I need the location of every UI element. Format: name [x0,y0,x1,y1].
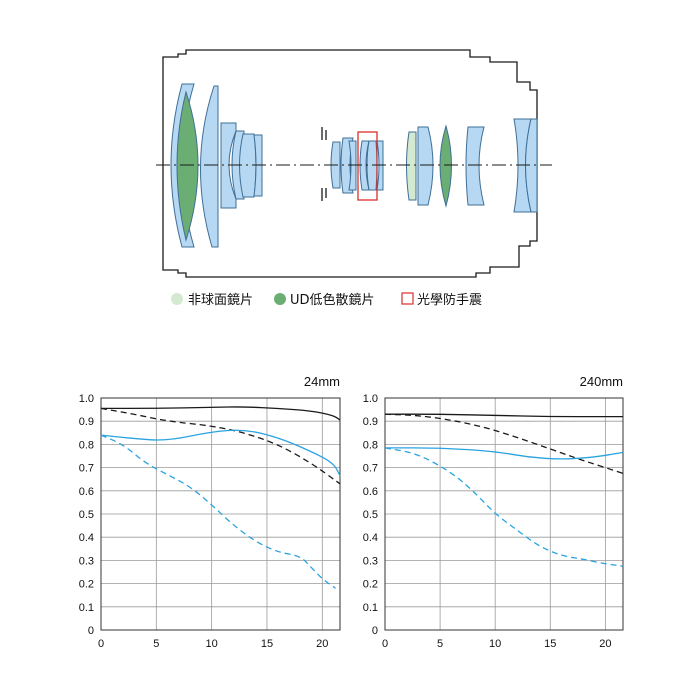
x-tick-label: 5 [437,638,443,650]
x-tick-label: 15 [261,638,273,650]
lens-barrel [162,49,538,278]
y-tick-label: 0 [372,625,378,637]
y-tick-label: 0.2 [79,579,94,591]
y-tick-label: 0.7 [79,463,94,475]
y-tick-label: 0.6 [79,486,94,498]
y-tick-label: 0.4 [363,532,378,544]
legend-is-icon [401,292,414,305]
y-tick-label: 0.8 [79,439,94,451]
chart-title: 24mm [304,374,340,389]
mtf-series-3 [384,447,624,567]
ud-lens-element-1 [176,90,199,242]
plot-frame [384,397,624,631]
x-tick-label: 10 [206,638,218,650]
aspherical-lens-element [406,131,417,201]
y-tick-label: 0.9 [363,416,378,428]
y-tick-label: 0.5 [363,509,378,521]
legend-aspherical-label: 非球面鏡片 [188,293,253,308]
y-tick-label: 0.2 [363,579,378,591]
y-tick-label: 0.4 [79,532,94,544]
mtf-series-3 [100,434,336,589]
y-tick-label: 0.1 [79,602,94,614]
barrel-outline [162,49,538,278]
x-tick-label: 10 [489,638,501,650]
legend-is-label: 光學防手震 [417,292,482,308]
mtf-chart-240mm: 0 0.1 0.2 0.3 0.4 0.5 0.6 0.7 0.8 0.9 1.0 0 5 10 15 20 2… [363,374,624,650]
y-tick-label: 0 [88,625,94,637]
y-tick-label: 1.0 [363,393,378,405]
mtf-series-0 [384,413,623,418]
y-tick-label: 0.3 [79,555,94,567]
legend-aspherical-icon [171,293,183,305]
x-tick-label: 20 [599,638,611,650]
plot-frame [100,397,341,631]
y-tick-label: 0.9 [79,416,94,428]
lens-element-12 [465,126,485,206]
x-tick-label: 5 [153,638,159,650]
lens-elements [170,83,538,248]
y-tick-label: 1.0 [79,393,94,405]
mtf-series-0 [101,406,341,421]
chart-title: 240mm [580,374,623,389]
mtf-series-1 [100,407,341,485]
lens-element-2 [199,85,219,248]
x-tick-label: 0 [98,638,104,650]
x-tick-label: 15 [544,638,556,650]
optical-is-box [357,131,378,201]
mtf-chart-24mm: 0 0.1 0.2 0.3 0.4 0.5 0.6 0.7 0.8 0.9 1.0 0 5 10 15 20 2… [79,374,341,650]
mtf-series-2 [100,429,341,476]
y-tick-label: 0.6 [363,486,378,498]
x-tick-label: 0 [382,638,388,650]
legend: 非球面鏡片 UD低色散鏡片 光學防手震 [171,292,482,308]
y-tick-label: 0.3 [363,555,378,567]
lens-element-11 [417,126,434,206]
y-tick-label: 0.1 [363,602,378,614]
x-tick-label: 20 [316,638,328,650]
legend-ud-label: UD低色散鏡片 [290,292,375,308]
y-tick-label: 0.8 [363,439,378,451]
mtf-series-2 [384,447,624,460]
legend-ud-icon [274,293,286,305]
ud-lens-element-2 [439,124,452,208]
lens-element-14 [525,118,538,213]
y-tick-label: 0.5 [79,509,94,521]
y-tick-label: 0.7 [363,463,378,475]
mtf-series-1 [384,413,624,475]
